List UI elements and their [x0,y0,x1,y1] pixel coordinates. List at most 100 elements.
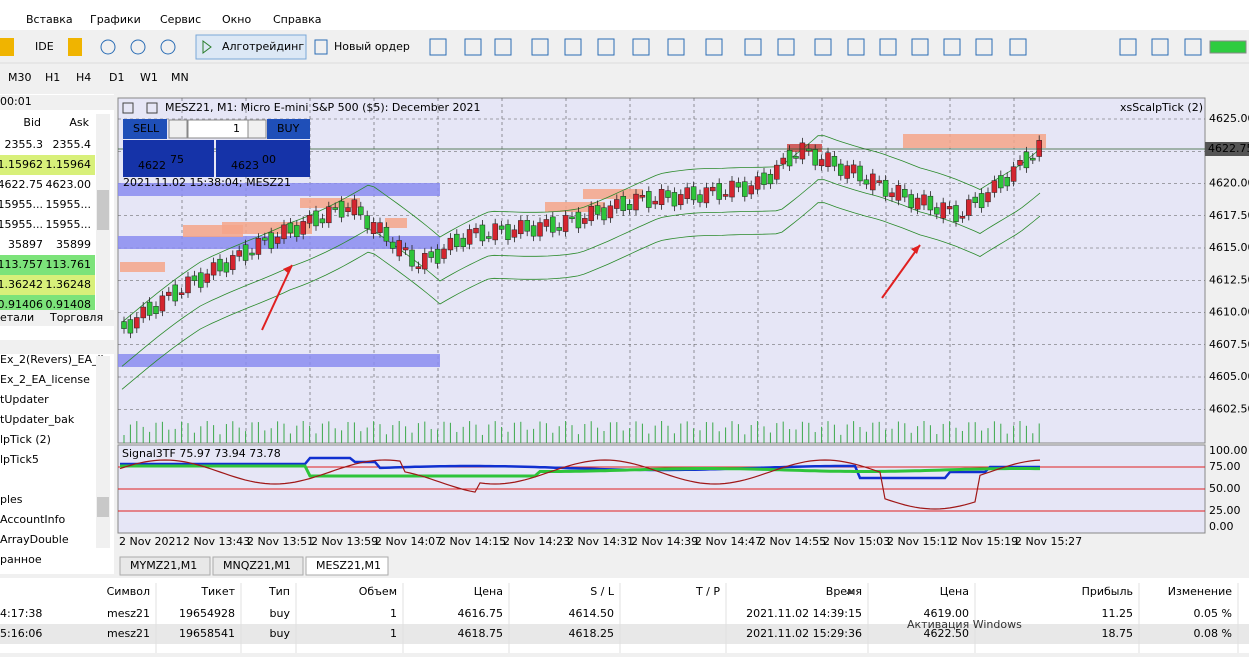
table-header[interactable]: Объем [359,585,397,598]
menu-item[interactable]: Графики [90,13,141,26]
timeframe-button[interactable]: M30 [8,71,32,84]
toolbar-icon[interactable] [1119,38,1137,56]
table-header[interactable]: Время [826,585,862,598]
candle [850,164,857,174]
toolbar-icon[interactable] [1184,38,1202,56]
table-header[interactable]: Прибыль [1082,585,1133,598]
navigator-item[interactable]: ples [0,493,23,506]
bid: 15955... [0,218,43,231]
icon [68,38,82,56]
timeframe-button[interactable]: D1 [109,71,124,84]
table-cell: 11.25 [1102,607,1134,620]
toolbar-icon[interactable] [531,38,549,56]
sell-label[interactable]: SELL [133,122,160,135]
menu-item[interactable]: Сервис [160,13,201,26]
candle [217,258,223,272]
candle [166,291,172,296]
chart-tab-label[interactable]: MESZ21,M1 [316,559,381,572]
navigator-item[interactable]: Ex_2_EA_license [0,373,90,386]
oscillator-line [120,464,1040,478]
buy-label[interactable]: BUY [277,122,300,135]
bid: 1.15962 [0,158,43,171]
chart-tab-label[interactable]: MYMZ21,M1 [130,559,197,572]
toolbar-icon[interactable] [705,38,723,56]
sell-price: 4622 [138,159,166,172]
toolbar-icon[interactable] [777,38,795,56]
table-header[interactable]: S / L [590,585,615,598]
panel-header [0,340,114,354]
chart-tab[interactable] [119,556,211,576]
buy-price-box[interactable] [216,140,310,177]
candle [844,165,850,179]
table-header[interactable]: T / P [695,585,720,598]
candle [332,207,338,210]
table-header[interactable]: Тикет [200,585,235,598]
lot-dropdown[interactable] [168,119,188,139]
toolbar-icon[interactable] [429,38,447,56]
panel-tab[interactable]: Торговля [49,311,103,324]
chart-tab[interactable] [212,556,304,576]
toolbar-icon[interactable] [597,38,615,56]
icon [0,38,14,56]
menu-item[interactable]: Справка [273,13,321,26]
navigator-item[interactable]: lpTick5 [0,453,39,466]
panel-tab[interactable]: етали [0,311,34,324]
price-label: 4617.50 [1209,209,1249,222]
candle [1017,160,1023,166]
toolbar-icon[interactable] [564,38,582,56]
scrollbar [96,356,110,548]
navigator-item[interactable]: tUpdater_bak [0,413,75,426]
toolbar-icon[interactable] [494,38,512,56]
time-label: 2 Nov 2021 [119,535,182,548]
toolbar-button[interactable]: Алготрейдинг [222,40,304,53]
toolbar-toggle[interactable] [195,34,307,60]
table-header[interactable]: Цена [474,585,503,598]
toolbar-icon[interactable] [911,38,929,56]
candle [946,206,953,210]
table-header[interactable]: Изменение [1168,585,1232,598]
sell-button[interactable] [123,119,167,139]
candle [972,196,978,203]
table-cell: 1 [390,607,397,620]
toolbar-button[interactable]: IDE [35,40,54,53]
timeframe-button[interactable]: H1 [45,71,60,84]
oscillator-label: 0.00 [1209,520,1234,533]
menu-item[interactable]: Окно [222,13,251,26]
toolbar-icon[interactable] [632,38,650,56]
toolbar-icon[interactable] [847,38,865,56]
toolbar-icon[interactable] [1009,38,1027,56]
candle [178,292,185,295]
candle [140,306,146,319]
toolbar-button[interactable]: Новый ордер [334,40,410,53]
navigator-item[interactable]: AccountInfo [0,513,66,526]
navigator-item[interactable]: lpTick (2) [0,433,51,446]
navigator-item[interactable]: ArrayDouble [0,533,69,546]
toolbar-icon[interactable] [464,38,482,56]
toolbar-icon[interactable] [667,38,685,56]
candle [1023,151,1030,169]
toolbar-icon[interactable] [943,38,961,56]
lot-spin[interactable] [247,119,267,139]
candle [428,251,434,258]
toolbar-icon[interactable] [975,38,993,56]
zone [300,198,360,208]
candle [678,194,684,206]
toolbar-icon[interactable] [879,38,897,56]
sell-price-box[interactable] [123,140,214,177]
toolbar-icon[interactable] [814,38,832,56]
timeframe-button[interactable]: H4 [76,71,91,84]
navigator-item[interactable]: tUpdater [0,393,49,406]
timeframe-button[interactable]: W1 [140,71,158,84]
toolbar-icon[interactable] [1151,38,1169,56]
buy-button[interactable] [267,119,310,139]
chart-tab[interactable] [305,556,389,576]
timeframe-button[interactable]: MN [171,71,189,84]
toolbar-icon[interactable] [744,38,762,56]
candle [991,180,998,193]
table-header[interactable]: Тип [268,585,290,598]
menu-item[interactable]: Вставка [26,13,73,26]
navigator-item[interactable]: Ex_2(Revers)_EA_li [0,353,104,366]
chart-tab-label[interactable]: MNQZ21,M1 [223,559,291,572]
table-header[interactable]: Цена [940,585,969,598]
table-header[interactable]: Символ [107,585,150,598]
